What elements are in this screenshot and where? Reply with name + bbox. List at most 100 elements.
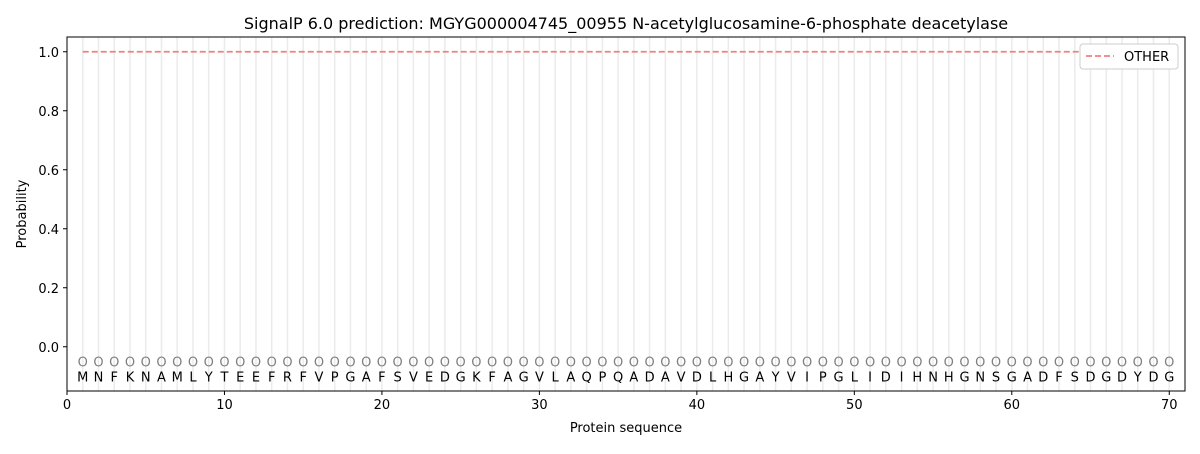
- predicted-label: O: [93, 356, 103, 371]
- predicted-label: O: [881, 356, 891, 371]
- residue-label: I: [805, 370, 809, 385]
- residue-label: F: [488, 370, 495, 385]
- residue-label: Q: [613, 370, 623, 385]
- residue-label: M: [77, 370, 88, 385]
- predicted-label: O: [141, 356, 151, 371]
- residue-label: A: [503, 370, 512, 385]
- residue-label: P: [819, 370, 827, 385]
- residue-label: I: [868, 370, 872, 385]
- predicted-label: O: [503, 356, 513, 371]
- predicted-label: O: [1022, 356, 1032, 371]
- residue-label: D: [881, 370, 891, 385]
- predicted-label: O: [78, 356, 88, 371]
- y-axis-ticks: 0.0 0.2 0.4 0.6 0.8 1.0: [38, 46, 67, 356]
- predicted-label: O: [707, 356, 717, 371]
- predicted-label: O: [959, 356, 969, 371]
- predicted-label: O: [802, 356, 812, 371]
- x-axis-label: Protein sequence: [570, 421, 682, 436]
- predicted-label: O: [896, 356, 906, 371]
- residue-label: H: [912, 370, 922, 385]
- residue-label: V: [409, 370, 418, 385]
- predicted-label: O: [755, 356, 765, 371]
- predicted-label: O: [1070, 356, 1080, 371]
- predicted-label: O: [1007, 356, 1017, 371]
- residue-label: P: [598, 370, 606, 385]
- residue-label: L: [709, 370, 717, 385]
- x-tick-label: 20: [374, 398, 391, 413]
- predicted-label: O: [361, 356, 371, 371]
- residue-label: T: [219, 370, 228, 385]
- residue-label: L: [851, 370, 859, 385]
- residue-label: G: [519, 370, 529, 385]
- predicted-label: O: [282, 356, 292, 371]
- residue-label: D: [440, 370, 450, 385]
- legend: OTHER: [1079, 43, 1179, 70]
- residue-label: M: [172, 370, 183, 385]
- residue-label: K: [126, 370, 135, 385]
- residue-label: G: [1007, 370, 1017, 385]
- residue-label: V: [535, 370, 544, 385]
- predicted-label: O: [172, 356, 182, 371]
- predicted-label: O: [314, 356, 324, 371]
- predicted-label: O: [786, 356, 796, 371]
- predicted-label: O: [377, 356, 387, 371]
- residue-label: D: [692, 370, 702, 385]
- residue-label: S: [394, 370, 402, 385]
- residue-label: V: [314, 370, 323, 385]
- x-tick-label: 40: [689, 398, 706, 413]
- predicted-label: O: [393, 356, 403, 371]
- residue-label: H: [723, 370, 733, 385]
- predicted-label: O: [298, 356, 308, 371]
- residue-label: N: [94, 370, 104, 385]
- predicted-label: O: [645, 356, 655, 371]
- predicted-label: O: [818, 356, 828, 371]
- grid-lines: [81, 37, 1171, 391]
- residue-label: D: [1117, 370, 1127, 385]
- residue-label: F: [268, 370, 275, 385]
- x-tick-label: 10: [216, 398, 233, 413]
- predicted-label: O: [1085, 356, 1095, 371]
- predicted-label: O: [267, 356, 277, 371]
- residue-label: Y: [771, 370, 780, 385]
- residue-label: D: [1086, 370, 1096, 385]
- x-axis-ticks: 0 10 20 30 40 50 60 70: [63, 391, 1178, 413]
- residue-label: I: [900, 370, 904, 385]
- predicted-label: O: [739, 356, 749, 371]
- predicted-label: O: [251, 356, 261, 371]
- predicted-label: O: [676, 356, 686, 371]
- predicted-label: O: [1148, 356, 1158, 371]
- x-tick-label: 60: [1004, 398, 1021, 413]
- predicted-label: O: [723, 356, 733, 371]
- predicted-label: O: [865, 356, 875, 371]
- residue-label: F: [1055, 370, 1062, 385]
- residue-label: A: [661, 370, 670, 385]
- predicted-label: O: [345, 356, 355, 371]
- residue-label: Y: [204, 370, 213, 385]
- x-tick-label: 0: [63, 398, 71, 413]
- predicted-label: O: [408, 356, 418, 371]
- predicted-label: O: [109, 356, 119, 371]
- predicted-label: O: [487, 356, 497, 371]
- residue-label: F: [378, 370, 385, 385]
- residue-label: Y: [1133, 370, 1142, 385]
- residue-label: G: [1101, 370, 1111, 385]
- predicted-label: O: [424, 356, 434, 371]
- predicted-label: O: [1054, 356, 1064, 371]
- residue-label: A: [755, 370, 764, 385]
- y-tick-label: 0.6: [38, 164, 59, 179]
- residue-label: L: [189, 370, 197, 385]
- residue-label: V: [787, 370, 796, 385]
- predicted-label: O: [613, 356, 623, 371]
- predicted-label: O: [456, 356, 466, 371]
- predicted-label: O: [471, 356, 481, 371]
- residue-label: Q: [582, 370, 592, 385]
- y-tick-label: 0.8: [38, 105, 59, 120]
- predicted-label: O: [125, 356, 135, 371]
- residue-label: P: [331, 370, 339, 385]
- residue-label: N: [975, 370, 985, 385]
- predicted-label: O: [991, 356, 1001, 371]
- y-tick-label: 1.0: [38, 46, 59, 61]
- legend-label-other: OTHER: [1124, 50, 1169, 65]
- predicted-label: O: [440, 356, 450, 371]
- residue-label: N: [928, 370, 938, 385]
